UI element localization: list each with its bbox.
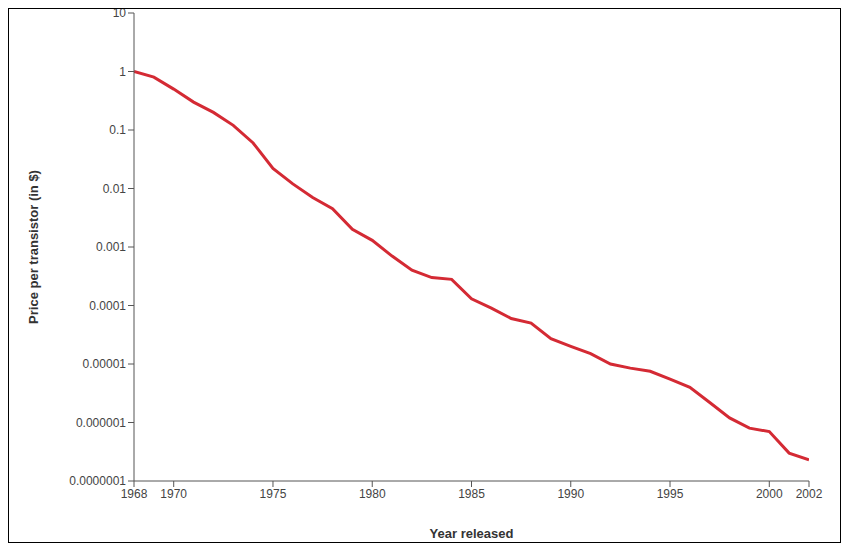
svg-text:Year released: Year released [430,526,514,541]
svg-text:1: 1 [119,65,126,79]
svg-text:0.000001: 0.000001 [76,416,126,430]
svg-text:0.0000001: 0.0000001 [69,474,126,488]
svg-text:1995: 1995 [657,487,684,501]
svg-text:Price per transistor (in $): Price per transistor (in $) [26,170,41,324]
svg-text:1980: 1980 [359,487,386,501]
svg-text:1985: 1985 [458,487,485,501]
svg-text:10: 10 [113,9,127,20]
svg-text:1968: 1968 [121,487,148,501]
svg-text:0.0001: 0.0001 [89,299,126,313]
svg-text:1990: 1990 [557,487,584,501]
svg-text:1975: 1975 [260,487,287,501]
svg-text:0.001: 0.001 [96,240,126,254]
svg-text:2000: 2000 [756,487,783,501]
svg-text:0.01: 0.01 [103,182,127,196]
svg-text:2002: 2002 [796,487,823,501]
svg-text:0.1: 0.1 [109,123,126,137]
svg-text:0.00001: 0.00001 [83,357,127,371]
svg-text:1970: 1970 [160,487,187,501]
